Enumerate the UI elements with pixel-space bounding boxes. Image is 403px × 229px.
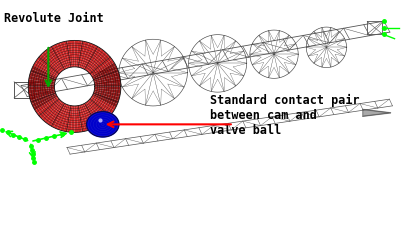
Polygon shape <box>32 95 56 108</box>
Polygon shape <box>28 80 55 85</box>
Polygon shape <box>35 97 58 114</box>
Polygon shape <box>84 46 99 71</box>
Polygon shape <box>54 104 67 129</box>
Polygon shape <box>42 52 62 73</box>
Polygon shape <box>94 89 121 94</box>
Polygon shape <box>76 41 82 68</box>
Polygon shape <box>85 103 102 126</box>
Polygon shape <box>84 104 99 128</box>
Polygon shape <box>363 110 391 117</box>
Polygon shape <box>86 50 105 72</box>
Polygon shape <box>75 41 78 68</box>
Polygon shape <box>44 50 63 72</box>
Polygon shape <box>93 93 118 105</box>
Polygon shape <box>71 41 75 68</box>
Polygon shape <box>57 44 69 69</box>
Polygon shape <box>50 46 65 71</box>
Polygon shape <box>78 42 85 68</box>
Polygon shape <box>67 106 73 133</box>
Polygon shape <box>86 102 105 124</box>
Polygon shape <box>95 83 121 87</box>
Polygon shape <box>94 80 121 85</box>
Polygon shape <box>50 104 65 128</box>
Polygon shape <box>79 43 89 68</box>
Polygon shape <box>47 103 64 126</box>
Polygon shape <box>64 106 71 132</box>
Polygon shape <box>28 89 55 94</box>
Polygon shape <box>79 106 89 131</box>
Polygon shape <box>29 73 55 82</box>
Polygon shape <box>29 76 55 84</box>
Polygon shape <box>60 106 70 131</box>
Polygon shape <box>33 96 57 111</box>
Polygon shape <box>94 92 120 101</box>
Polygon shape <box>92 96 116 111</box>
Polygon shape <box>57 105 69 131</box>
Polygon shape <box>87 112 119 137</box>
Polygon shape <box>91 60 114 77</box>
Polygon shape <box>94 76 120 84</box>
Polygon shape <box>78 106 85 132</box>
Polygon shape <box>93 95 117 108</box>
Polygon shape <box>71 106 75 133</box>
Polygon shape <box>60 43 70 68</box>
Polygon shape <box>37 57 59 76</box>
Polygon shape <box>35 60 58 77</box>
Polygon shape <box>81 44 92 69</box>
Polygon shape <box>89 55 110 74</box>
Polygon shape <box>47 48 64 71</box>
Polygon shape <box>67 41 73 68</box>
Polygon shape <box>54 45 67 70</box>
Polygon shape <box>28 83 54 87</box>
Polygon shape <box>81 105 92 131</box>
Polygon shape <box>39 55 60 74</box>
Polygon shape <box>95 87 121 91</box>
Polygon shape <box>93 66 117 79</box>
Polygon shape <box>85 48 102 71</box>
Polygon shape <box>94 73 120 82</box>
Polygon shape <box>90 57 112 76</box>
Polygon shape <box>33 63 57 78</box>
Polygon shape <box>76 106 82 133</box>
Polygon shape <box>82 104 96 129</box>
Polygon shape <box>32 66 56 79</box>
Polygon shape <box>75 106 78 133</box>
Polygon shape <box>44 102 63 124</box>
Polygon shape <box>82 45 96 70</box>
Polygon shape <box>39 100 60 119</box>
Polygon shape <box>92 63 116 78</box>
Polygon shape <box>91 97 114 114</box>
Text: Standard contact pair
between cam and
valve ball: Standard contact pair between cam and va… <box>210 93 359 136</box>
Polygon shape <box>64 42 71 68</box>
Polygon shape <box>42 101 62 122</box>
Polygon shape <box>28 87 54 91</box>
Polygon shape <box>31 69 56 81</box>
Text: Revolute Joint: Revolute Joint <box>4 11 104 25</box>
Polygon shape <box>29 90 55 98</box>
Polygon shape <box>89 100 110 119</box>
Polygon shape <box>37 98 59 117</box>
Polygon shape <box>90 98 112 117</box>
Polygon shape <box>93 69 118 81</box>
Polygon shape <box>31 93 56 105</box>
Polygon shape <box>29 92 55 101</box>
Polygon shape <box>87 101 107 122</box>
Polygon shape <box>94 90 120 98</box>
Polygon shape <box>87 52 107 73</box>
